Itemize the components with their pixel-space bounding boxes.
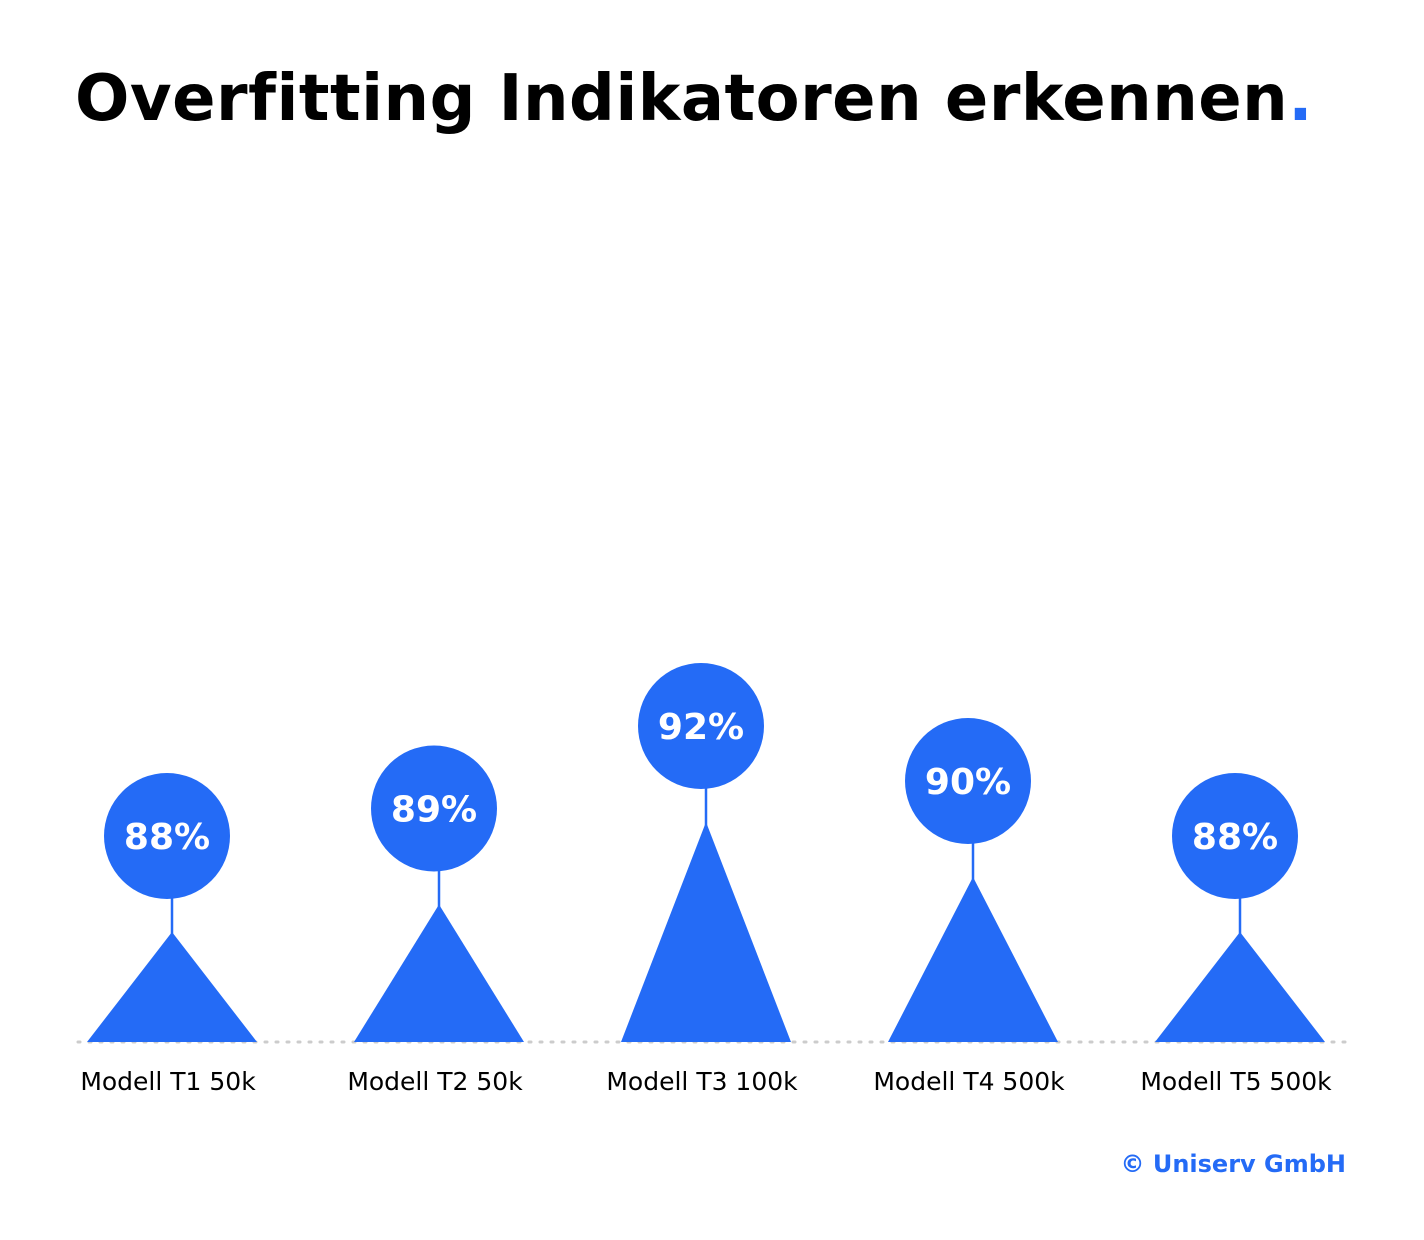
- peak-bar: [1155, 932, 1325, 1042]
- value-bubble: [638, 663, 764, 789]
- value-label: 90%: [925, 762, 1011, 803]
- category-label: Modell T1 50k: [80, 1067, 256, 1096]
- peak-bar: [888, 877, 1058, 1042]
- value-label: 88%: [1192, 817, 1278, 858]
- peak-bar: [354, 904, 524, 1042]
- value-bubble: [371, 745, 497, 872]
- category-label: Modell T5 500k: [1140, 1067, 1332, 1096]
- category-label: Modell T4 500k: [873, 1067, 1065, 1096]
- page-title: Overfitting Indikatoren erkennen.: [75, 62, 1313, 136]
- value-bubble: [1172, 773, 1298, 899]
- title-accent-dot: .: [1288, 62, 1314, 136]
- peak-bar: [621, 822, 791, 1042]
- title-text: Overfitting Indikatoren erkennen: [75, 62, 1289, 136]
- category-label: Modell T2 50k: [347, 1067, 523, 1096]
- category-label: Modell T3 100k: [606, 1067, 798, 1096]
- value-label: 88%: [124, 817, 210, 858]
- value-label: 89%: [391, 790, 477, 831]
- peak-bar: [87, 932, 257, 1042]
- value-label: 92%: [658, 707, 744, 748]
- value-bubble: [104, 773, 230, 899]
- copyright-notice: © Uniserv GmbH: [1120, 1150, 1346, 1178]
- value-bubble: [905, 718, 1031, 844]
